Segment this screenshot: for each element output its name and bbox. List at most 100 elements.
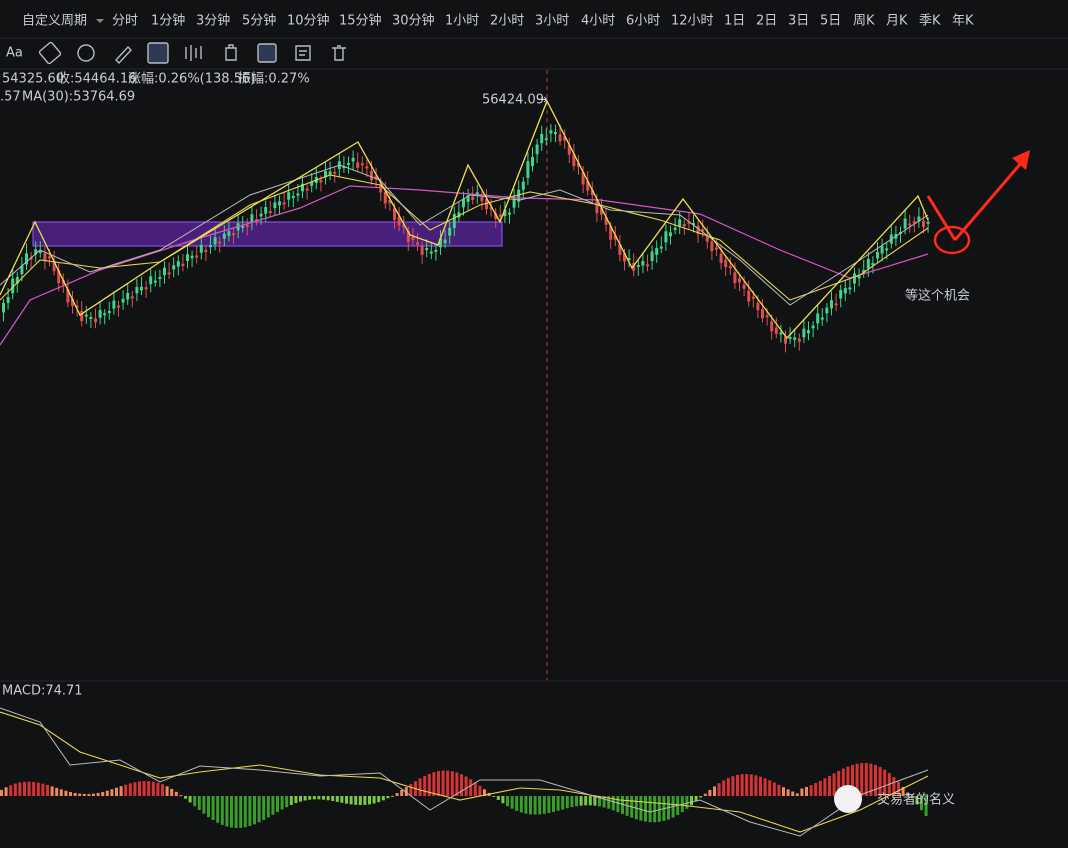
macd-bar (27, 781, 31, 796)
macd-bar (772, 782, 776, 796)
macd-bar (910, 796, 914, 799)
candle-body (655, 247, 659, 255)
period-tab[interactable]: 4小时 (581, 14, 615, 29)
period-menu[interactable]: 自定义周期 (22, 14, 87, 29)
macd-bar (285, 796, 289, 808)
tool-draw-active[interactable] (147, 42, 169, 64)
tool-magnet[interactable] (257, 43, 277, 63)
tool-lock[interactable] (225, 44, 237, 61)
candle-body (66, 289, 70, 303)
candle-body (922, 220, 925, 227)
period-tab[interactable]: 12小时 (671, 14, 714, 29)
candle-body (48, 256, 51, 259)
candle-body (540, 133, 544, 144)
period-tab[interactable]: 1分钟 (151, 13, 185, 29)
candle-body (360, 163, 364, 166)
candle-body (742, 284, 746, 289)
candle-body (319, 180, 323, 183)
candle-body (103, 313, 107, 316)
period-tab[interactable]: 年K (952, 14, 974, 29)
candle-body (130, 296, 134, 299)
period-tab[interactable]: 月K (886, 14, 908, 29)
period-tab[interactable]: 周K (853, 14, 875, 29)
tool-candles[interactable] (185, 45, 202, 61)
period-tab[interactable]: 5日 (820, 14, 841, 29)
macd-bar (616, 796, 620, 813)
macd-bar (243, 796, 247, 828)
macd-bar (708, 789, 712, 796)
candle-body (710, 241, 714, 252)
candle-body (549, 130, 553, 134)
candle-body (347, 162, 350, 165)
candle-body (632, 262, 636, 271)
macd-bar (358, 796, 362, 806)
period-tab[interactable]: 2小时 (490, 14, 524, 29)
macd-bar (165, 786, 169, 796)
candle-body (287, 192, 291, 200)
candle-body (705, 235, 709, 242)
period-tab[interactable]: 5分钟 (242, 13, 276, 29)
candle-body (89, 317, 93, 320)
period-tab[interactable]: 3小时 (535, 14, 569, 29)
tool-pen[interactable] (115, 45, 132, 65)
candle-body (784, 336, 787, 344)
macd-bar (142, 781, 146, 796)
font-button[interactable]: Aa (6, 46, 23, 61)
candle-body (52, 260, 56, 272)
candle-body (61, 279, 65, 285)
macd-bar (653, 796, 657, 823)
candle-body (301, 183, 304, 192)
macd-bar (92, 793, 95, 796)
macd-bar (795, 793, 799, 796)
candle-body (94, 318, 97, 323)
candle-body (912, 221, 916, 224)
tool-measure[interactable] (77, 44, 95, 62)
macd-bar (276, 796, 279, 813)
macd-bar (331, 796, 335, 802)
period-tab[interactable]: 1小时 (445, 14, 479, 29)
macd-bar (395, 793, 399, 796)
period-tab[interactable]: 15分钟 (339, 13, 382, 29)
candle-body (273, 202, 277, 209)
macd-bar (262, 796, 266, 820)
macd-bar (575, 796, 578, 807)
open-price: 54325.60 (2, 72, 64, 87)
tool-delete[interactable] (332, 45, 346, 61)
candle-body (57, 270, 61, 284)
period-tab[interactable]: 6小时 (626, 14, 660, 29)
macd-bar (777, 784, 781, 796)
macd-bar (59, 789, 63, 796)
candle-body (715, 247, 718, 250)
period-tab[interactable]: 1日 (724, 14, 745, 29)
macd-bar (110, 789, 114, 796)
macd-bar (464, 776, 468, 796)
candle-body (586, 180, 590, 191)
candle-body (328, 171, 332, 175)
macd-bar (50, 786, 54, 796)
macd-bar (584, 796, 588, 806)
tool-edit[interactable] (295, 45, 311, 61)
period-tab[interactable]: 2日 (756, 14, 777, 29)
period-tab[interactable]: 30分钟 (392, 13, 435, 29)
zigzag-line (0, 99, 929, 340)
period-tab[interactable]: 3日 (788, 14, 809, 29)
macd-bar (920, 796, 923, 811)
macd-bar (690, 796, 693, 806)
period-tab[interactable]: 分时 (112, 14, 138, 29)
macd-bar (230, 796, 233, 828)
candle-body (494, 213, 498, 220)
macd-bar (202, 796, 206, 814)
candle-body (839, 289, 843, 299)
candle-body (871, 263, 875, 266)
period-tab[interactable]: 3分钟 (196, 13, 230, 29)
tool-ruler[interactable] (38, 41, 62, 65)
period-tab[interactable]: 10分钟 (287, 13, 330, 29)
macd-bar (82, 793, 86, 796)
arrow-down (926, 195, 957, 241)
period-tab[interactable]: 季K (919, 14, 941, 29)
macd-bar (404, 787, 408, 796)
macd-bar (805, 786, 808, 796)
dropdown-caret[interactable] (96, 19, 104, 23)
candle-body (908, 223, 912, 226)
candle-body (213, 237, 217, 245)
